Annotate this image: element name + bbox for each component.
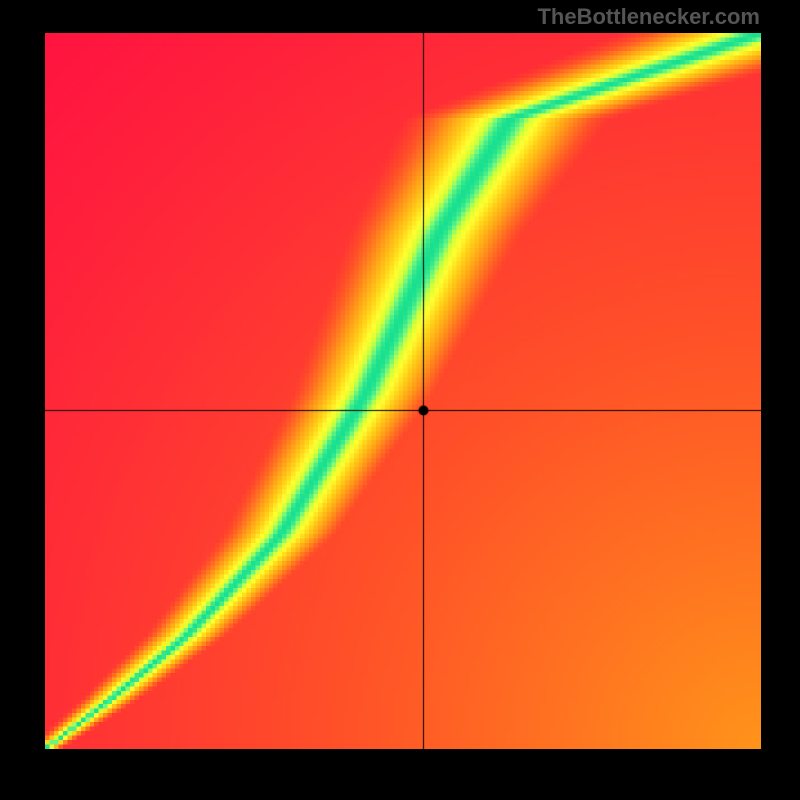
- watermark: TheBottlenecker.com: [537, 4, 760, 30]
- bottleneck-overlay: [45, 33, 761, 749]
